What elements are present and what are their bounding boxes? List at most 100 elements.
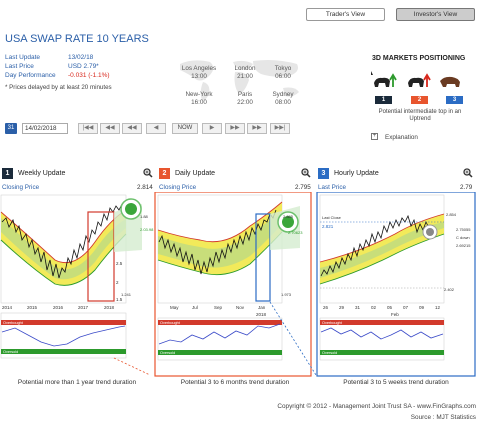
svg-text:Sep: Sep bbox=[214, 305, 223, 310]
svg-text:2.885: 2.885 bbox=[283, 214, 294, 219]
svg-text:2.69215: 2.69215 bbox=[456, 243, 471, 248]
svg-text:2.821: 2.821 bbox=[322, 224, 334, 229]
svg-text:2018: 2018 bbox=[104, 305, 115, 310]
svg-text:Jan: Jan bbox=[258, 305, 266, 310]
source: Source : MJT Statistics bbox=[410, 414, 476, 421]
weekly-update-title: Weekly Update bbox=[18, 170, 66, 177]
svg-text:Nov: Nov bbox=[236, 305, 245, 310]
zoom-icon[interactable] bbox=[143, 168, 153, 178]
bull-bear-icons bbox=[371, 71, 460, 87]
svg-text:2.03.98: 2.03.98 bbox=[140, 227, 154, 232]
charts-area: 1.88 2.03.98 2.5 2 1.5 1.241 2014 2015 201… bbox=[0, 192, 476, 377]
panel-1-footer: Potential more than 1 year trend duratio… bbox=[17, 379, 137, 386]
city-paris: Paris 22:00 bbox=[237, 91, 253, 106]
weekly-chart: 1.88 2.03.98 2.5 2 1.5 1.241 2014 2015 201… bbox=[0, 194, 154, 376]
calendar-icon[interactable]: 31 bbox=[5, 123, 17, 134]
page-title: USA SWAP RATE 10 YEARS bbox=[5, 33, 149, 45]
svg-text:Feb: Feb bbox=[391, 312, 399, 317]
arrow-up-red-icon bbox=[423, 73, 431, 87]
city-los-angeles: Los Angeles 13:00 bbox=[181, 65, 217, 80]
hourly-chart: Last Close 2.821 2.854 2.75055 C down 2.… bbox=[319, 194, 471, 361]
city-sydney: Sydney 08:00 bbox=[272, 91, 294, 106]
world-map-icon bbox=[180, 60, 299, 101]
daily-chart: 2.885 2.70623 1.973 May Jul Sep Nov Jan 2018… bbox=[157, 194, 317, 376]
svg-text:2015: 2015 bbox=[27, 305, 38, 310]
panel-1-value: 2.814 bbox=[137, 184, 153, 191]
zoom-icon[interactable] bbox=[463, 168, 473, 178]
positioning-description: Potential intermediate top in an Uptrend bbox=[378, 109, 462, 122]
svg-text:02: 02 bbox=[371, 305, 377, 310]
city-london: London 21:00 bbox=[234, 65, 256, 80]
panel-3-label: Last Price bbox=[318, 184, 346, 191]
last-update-value: 13/02/18 bbox=[68, 54, 94, 61]
panel-3-value: 2.79 bbox=[460, 184, 473, 191]
zoom-icon[interactable] bbox=[301, 168, 311, 178]
city-new-york: New-York 16:00 bbox=[185, 91, 213, 106]
svg-text:07: 07 bbox=[403, 305, 409, 310]
svg-text:May: May bbox=[170, 305, 179, 310]
forward-far-button[interactable]: ▶▶ bbox=[247, 123, 267, 134]
panel-number-1: 1 bbox=[2, 168, 13, 179]
svg-text:2017: 2017 bbox=[78, 305, 89, 310]
svg-text:26: 26 bbox=[323, 305, 329, 310]
prev-button[interactable]: ◀ bbox=[146, 123, 166, 134]
svg-text:Oversold: Oversold bbox=[160, 351, 175, 355]
panel-3-footer: Potential 3 to 5 weeks trend duration bbox=[343, 379, 449, 386]
svg-text:Overbought: Overbought bbox=[160, 321, 181, 325]
svg-text:C down: C down bbox=[456, 235, 470, 240]
svg-text:1.241: 1.241 bbox=[121, 292, 132, 297]
svg-text:Jul: Jul bbox=[192, 305, 198, 310]
svg-text:2.5: 2.5 bbox=[116, 261, 123, 266]
svg-text:29: 29 bbox=[339, 305, 345, 310]
svg-text:Overbought: Overbought bbox=[3, 321, 24, 325]
svg-text:1.88: 1.88 bbox=[140, 214, 149, 219]
position-number-3: 3 bbox=[446, 96, 463, 104]
explanation-link[interactable]: Explanation bbox=[385, 134, 418, 141]
last-price-label: Last Price bbox=[5, 63, 34, 70]
hourly-update-title: Hourly Update bbox=[334, 170, 379, 177]
position-number-2: 2 bbox=[411, 96, 428, 104]
now-button[interactable]: NOW bbox=[172, 123, 198, 134]
svg-text:2.70623: 2.70623 bbox=[288, 230, 303, 235]
day-performance-label: Day Performance bbox=[5, 72, 56, 79]
svg-text:1.5: 1.5 bbox=[116, 297, 123, 302]
date-input[interactable]: 14/02/2018 bbox=[22, 123, 68, 134]
svg-text:2016: 2016 bbox=[53, 305, 64, 310]
last-update-label: Last Update bbox=[5, 54, 41, 61]
daily-update-title: Daily Update bbox=[175, 170, 216, 177]
position-number-1: 1 bbox=[375, 96, 392, 104]
svg-text:2.854: 2.854 bbox=[446, 212, 457, 217]
back-button[interactable]: ◀◀ bbox=[122, 123, 142, 134]
delay-note: * Prices delayed by at least 20 minutes bbox=[5, 84, 112, 91]
day-performance-value: -0.031 (-1.1%) bbox=[68, 72, 110, 79]
hourly-panel-frame bbox=[316, 192, 476, 377]
copyright: Copyright © 2012 - Management Joint Trus… bbox=[277, 403, 476, 410]
traders-view-button[interactable]: Trader's View bbox=[306, 8, 385, 21]
svg-text:31: 31 bbox=[355, 305, 361, 310]
svg-text:Last Close: Last Close bbox=[322, 215, 342, 220]
svg-text:1.973: 1.973 bbox=[281, 292, 292, 297]
svg-text:2014: 2014 bbox=[2, 305, 13, 310]
panel-2-value: 2.795 bbox=[295, 184, 311, 191]
first-button[interactable]: |◀◀ bbox=[78, 123, 98, 134]
investors-view-button[interactable]: Investor's View bbox=[396, 8, 475, 21]
positioning-title: 3D MARKETS POSITIONING bbox=[372, 55, 466, 62]
svg-text:05: 05 bbox=[387, 305, 393, 310]
bull-icon-2 bbox=[408, 77, 424, 87]
expand-icon[interactable]: + bbox=[371, 133, 378, 140]
last-price-value: USD 2.79* bbox=[68, 63, 99, 70]
arrow-up-icon bbox=[389, 73, 397, 87]
last-button[interactable]: ▶▶| bbox=[270, 123, 290, 134]
svg-text:2: 2 bbox=[116, 280, 119, 285]
svg-text:2018: 2018 bbox=[256, 312, 267, 317]
panel-number-2: 2 bbox=[159, 168, 170, 179]
panel-number-3: 3 bbox=[318, 168, 329, 179]
bull-icon-1 bbox=[371, 71, 390, 87]
svg-text:Overbought: Overbought bbox=[322, 321, 343, 325]
next-button[interactable]: ▶ bbox=[202, 123, 222, 134]
back-far-button[interactable]: ◀◀ bbox=[100, 123, 120, 134]
svg-text:2.402: 2.402 bbox=[444, 287, 455, 292]
bear-icon bbox=[440, 76, 460, 87]
forward-button[interactable]: ▶▶ bbox=[225, 123, 245, 134]
svg-text:Oversold: Oversold bbox=[3, 350, 18, 354]
